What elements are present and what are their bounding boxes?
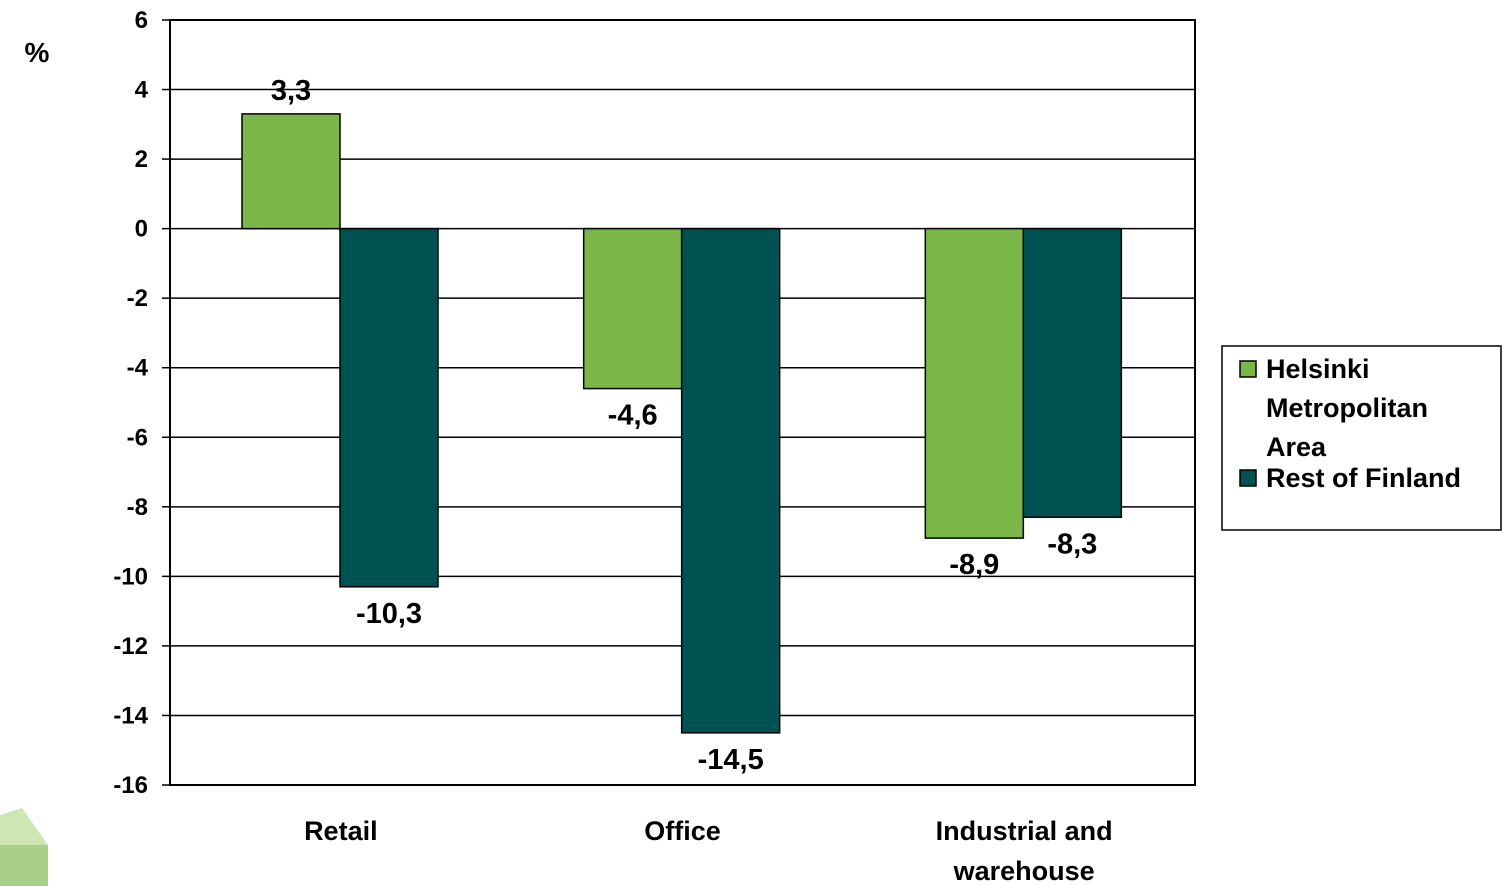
- legend-swatch: [1239, 469, 1257, 487]
- legend-box: [1221, 345, 1502, 531]
- bar: [582, 227, 683, 390]
- y-tick-label: -2: [127, 285, 148, 312]
- legend-label: Area: [1266, 432, 1327, 462]
- x-category-label: Retail: [304, 816, 378, 846]
- data-label: 3,3: [271, 75, 311, 107]
- y-tick-label: 4: [135, 77, 149, 104]
- legend-label: Rest of Finland: [1266, 463, 1461, 493]
- data-label: -8,3: [1047, 528, 1097, 560]
- bar: [241, 113, 341, 230]
- y-tick-label: -10: [113, 563, 148, 590]
- data-label: -4,6: [608, 400, 658, 432]
- plot-frame: [169, 19, 1196, 786]
- bar: [339, 227, 439, 588]
- y-tick-label: 2: [135, 146, 148, 173]
- bar: [924, 227, 1025, 539]
- axes: 6 4 2 0 -2 -4 -6 -8 -10 -12 -14 -16 Retail Office Indu…: [113, 7, 1112, 886]
- logo-shape-front: [0, 845, 48, 886]
- x-category-label: warehouse: [953, 856, 1095, 886]
- logo-graphic: [0, 808, 48, 886]
- legend-label: Metropolitan: [1266, 393, 1428, 423]
- y-tick-label: 0: [135, 216, 148, 243]
- y-tick-label: -4: [127, 355, 149, 382]
- y-tick-label: -16: [113, 772, 148, 799]
- data-label: -8,9: [949, 549, 999, 581]
- bar: [680, 227, 781, 734]
- y-tick-label: -12: [113, 633, 148, 660]
- data-label: -14,5: [698, 744, 764, 776]
- x-category-label: Industrial and: [936, 816, 1113, 846]
- y-tick-label: -6: [127, 424, 148, 451]
- y-tick-label: 6: [135, 7, 148, 34]
- x-category-label: Office: [644, 816, 721, 846]
- legend-label: Helsinki: [1266, 354, 1370, 384]
- y-tick-label: -8: [127, 494, 148, 521]
- legend-swatch: [1239, 360, 1257, 378]
- bars: [241, 113, 1123, 734]
- y-unit-label: %: [25, 37, 50, 68]
- data-label: -10,3: [356, 598, 422, 630]
- y-tick-label: -14: [113, 702, 148, 729]
- data-labels: 3,3 -4,6 -8,9 -10,3 -14,5 -8,3: [271, 75, 1097, 776]
- bar: [1022, 227, 1123, 519]
- logo-shape-top: [0, 808, 48, 845]
